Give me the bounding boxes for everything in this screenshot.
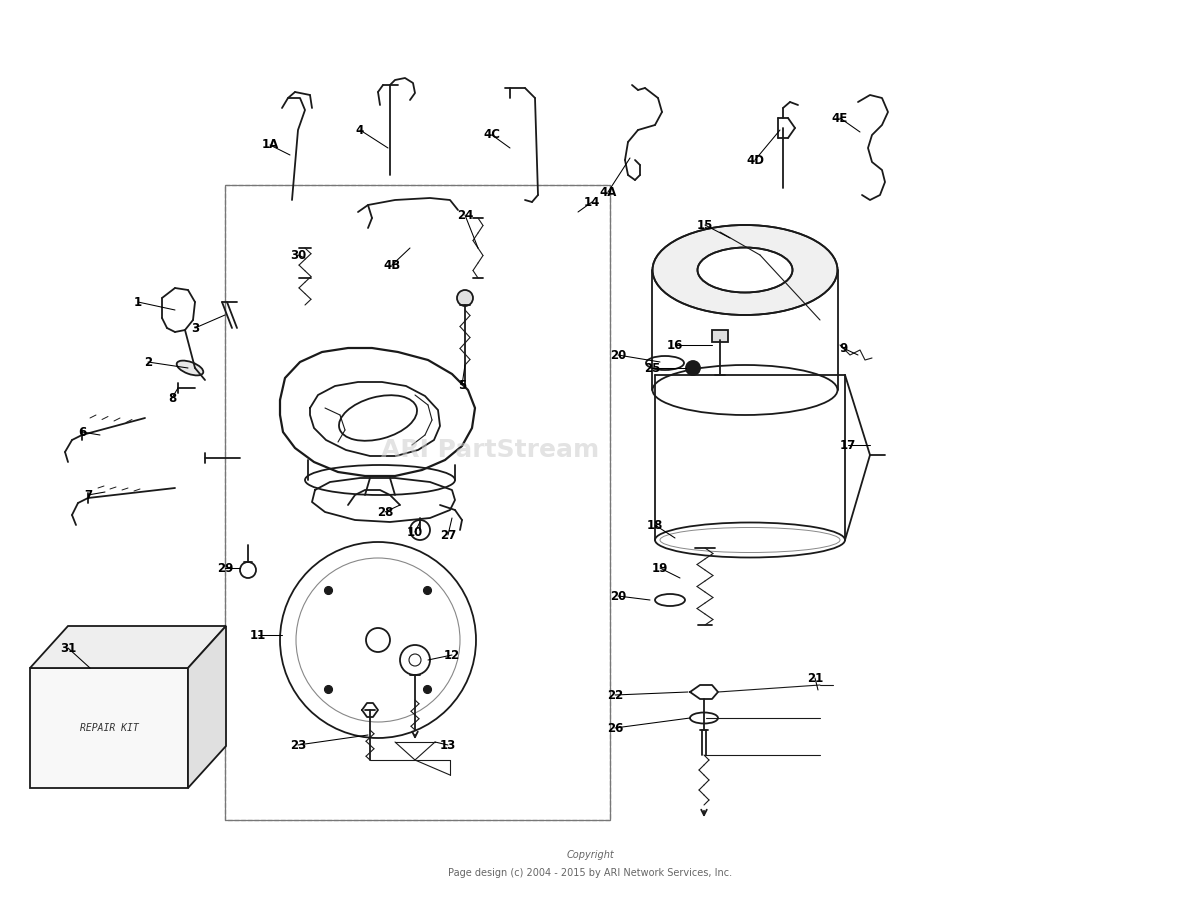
Circle shape bbox=[424, 685, 432, 693]
Text: Page design (c) 2004 - 2015 by ARI Network Services, Inc.: Page design (c) 2004 - 2015 by ARI Netwo… bbox=[448, 868, 732, 878]
Text: 7: 7 bbox=[84, 489, 92, 501]
Text: 2: 2 bbox=[144, 356, 152, 368]
Bar bbox=[225, 185, 610, 820]
Text: 3: 3 bbox=[191, 321, 199, 335]
Text: Copyright: Copyright bbox=[566, 850, 614, 860]
Circle shape bbox=[424, 586, 432, 595]
Text: 31: 31 bbox=[60, 642, 77, 654]
Text: 29: 29 bbox=[217, 561, 234, 575]
Text: 6: 6 bbox=[78, 425, 86, 439]
Text: 24: 24 bbox=[457, 208, 473, 222]
Text: 11: 11 bbox=[250, 628, 267, 642]
Text: 13: 13 bbox=[440, 738, 457, 751]
Text: 14: 14 bbox=[584, 195, 601, 208]
Bar bbox=[30, 668, 188, 788]
Bar bbox=[225, 185, 610, 820]
Text: 4: 4 bbox=[356, 123, 365, 137]
Text: 12: 12 bbox=[444, 649, 460, 662]
Text: ARI PartStream: ARI PartStream bbox=[381, 438, 599, 462]
Circle shape bbox=[324, 586, 333, 595]
Text: 26: 26 bbox=[607, 721, 623, 735]
Bar bbox=[712, 330, 728, 342]
Text: 15: 15 bbox=[697, 218, 713, 232]
Polygon shape bbox=[188, 626, 227, 788]
Text: 25: 25 bbox=[644, 361, 660, 375]
Text: 4A: 4A bbox=[599, 186, 617, 198]
Text: 5: 5 bbox=[458, 378, 466, 392]
Text: 20: 20 bbox=[610, 348, 627, 361]
Ellipse shape bbox=[177, 360, 203, 376]
Text: 9: 9 bbox=[839, 341, 847, 355]
Text: 18: 18 bbox=[647, 519, 663, 531]
Text: 1: 1 bbox=[135, 296, 142, 309]
Text: 23: 23 bbox=[290, 738, 306, 751]
Text: 4D: 4D bbox=[746, 154, 763, 167]
Text: 10: 10 bbox=[407, 526, 424, 538]
Text: 20: 20 bbox=[610, 589, 627, 603]
Text: 30: 30 bbox=[290, 249, 306, 262]
Text: 27: 27 bbox=[440, 529, 457, 541]
Text: 19: 19 bbox=[651, 561, 668, 575]
Text: 4B: 4B bbox=[384, 259, 401, 272]
Circle shape bbox=[324, 685, 333, 693]
Text: 4C: 4C bbox=[484, 129, 500, 141]
Ellipse shape bbox=[653, 225, 838, 315]
Text: REPAIR KIT: REPAIR KIT bbox=[79, 723, 138, 733]
Circle shape bbox=[457, 290, 473, 306]
Circle shape bbox=[686, 361, 700, 375]
Text: 8: 8 bbox=[168, 392, 176, 405]
Text: 22: 22 bbox=[607, 689, 623, 701]
Text: 1A: 1A bbox=[262, 138, 278, 151]
Text: 4E: 4E bbox=[832, 111, 848, 125]
Ellipse shape bbox=[697, 247, 793, 292]
Polygon shape bbox=[30, 626, 227, 668]
Text: 28: 28 bbox=[376, 506, 393, 519]
Text: 16: 16 bbox=[667, 338, 683, 351]
Text: 21: 21 bbox=[807, 672, 824, 684]
Text: 17: 17 bbox=[840, 439, 857, 452]
